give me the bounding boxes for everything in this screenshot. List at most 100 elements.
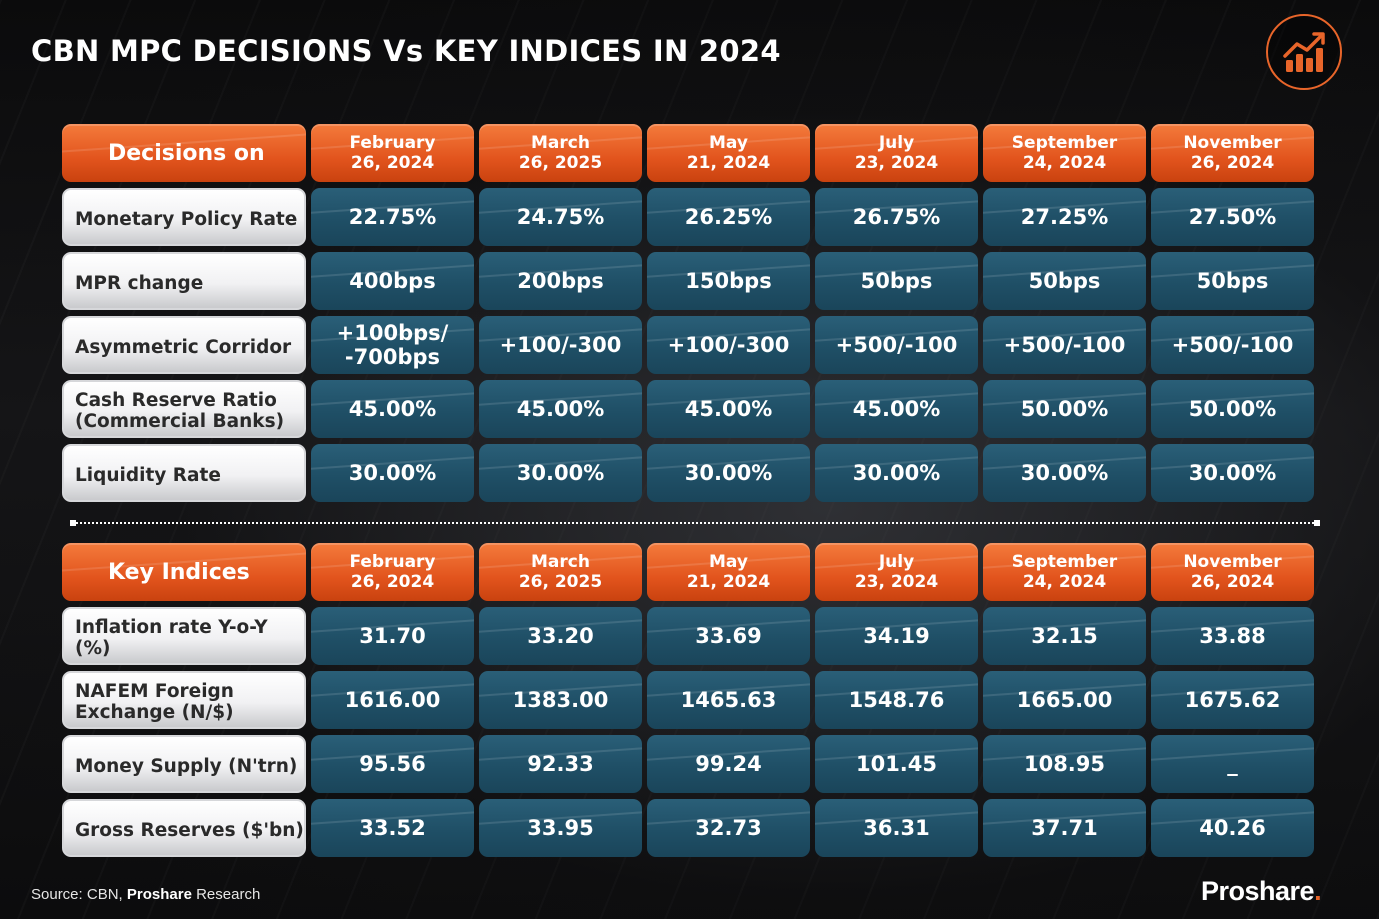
decisions-table: Decisions on February 26, 2024 March 26, 2… xyxy=(62,124,1314,508)
row-label: Monetary Policy Rate xyxy=(62,188,306,246)
value-cell: 1616.00 xyxy=(311,671,474,729)
value-cell: 400bps xyxy=(311,252,474,310)
date-header: May 21, 2024 xyxy=(647,543,810,601)
date-month: May xyxy=(709,552,748,572)
value-text: 30.00% xyxy=(684,461,773,485)
row-label: Liquidity Rate xyxy=(62,444,306,502)
source-suffix: Research xyxy=(191,886,261,903)
value-text: 50bps xyxy=(1028,269,1101,293)
value-cell: 30.00% xyxy=(983,444,1146,502)
date-header: February 26, 2024 xyxy=(311,124,474,182)
value-cell: 1675.62 xyxy=(1151,671,1314,729)
date-day-year: 21, 2024 xyxy=(686,572,771,592)
date-month: May xyxy=(709,133,748,153)
value-text: 30.00% xyxy=(516,461,605,485)
value-cell: 50bps xyxy=(1151,252,1314,310)
indices-header-label: Key Indices xyxy=(62,543,306,601)
date-header: July 23, 2024 xyxy=(815,124,978,182)
table-row: Liquidity Rate 30.00% 30.00% 30.00% 30.00% 30… xyxy=(62,444,1314,502)
value-text: 36.31 xyxy=(863,816,930,840)
value-text: 26.25% xyxy=(684,205,773,229)
value-cell: +100bps/ -700bps xyxy=(311,316,474,374)
table-row: Money Supply (N'trn) 95.56 92.33 99.24 101.4… xyxy=(62,735,1314,793)
date-day-year: 26, 2025 xyxy=(518,153,603,173)
table-row: Asymmetric Corridor +100bps/ -700bps +100/… xyxy=(62,316,1314,374)
value-text: 108.95 xyxy=(1023,752,1106,776)
date-day-year: 23, 2024 xyxy=(854,153,939,173)
value-text: 45.00% xyxy=(516,397,605,421)
value-cell: +100/-300 xyxy=(647,316,810,374)
table-row: Gross Reserves ($'bn) 33.52 33.95 32.73 36.3… xyxy=(62,799,1314,857)
row-label: Asymmetric Corridor xyxy=(62,316,306,374)
value-cell: _ xyxy=(1151,735,1314,793)
source-bold: Proshare xyxy=(126,886,192,903)
value-cell: 33.20 xyxy=(479,607,642,665)
value-text: +100/-300 xyxy=(499,333,622,357)
value-cell: 34.19 xyxy=(815,607,978,665)
value-text: 31.70 xyxy=(359,624,426,648)
value-cell: +100/-300 xyxy=(479,316,642,374)
value-text: 50.00% xyxy=(1188,397,1277,421)
date-header: May 21, 2024 xyxy=(647,124,810,182)
value-cell: 108.95 xyxy=(983,735,1146,793)
date-month: July xyxy=(878,552,915,572)
row-label: Cash Reserve Ratio (Commercial Banks) xyxy=(62,380,306,438)
date-month: September xyxy=(1011,133,1118,153)
value-text: +500/-100 xyxy=(1171,333,1294,357)
table-row: Monetary Policy Rate 22.75% 24.75% 26.25% 26… xyxy=(62,188,1314,246)
value-cell: 45.00% xyxy=(815,380,978,438)
date-month: September xyxy=(1011,552,1118,572)
date-header: March 26, 2025 xyxy=(479,124,642,182)
value-text: 30.00% xyxy=(1188,461,1277,485)
indices-header-row: Key Indices February 26, 2024 March 26, 20… xyxy=(62,543,1314,601)
date-day-year: 21, 2024 xyxy=(686,153,771,173)
value-text: 33.52 xyxy=(359,816,426,840)
date-header: February 26, 2024 xyxy=(311,543,474,601)
date-header: November 26, 2024 xyxy=(1151,543,1314,601)
value-cell: 22.75% xyxy=(311,188,474,246)
brand-logo: Proshare. xyxy=(1201,876,1322,907)
value-text: 45.00% xyxy=(852,397,941,421)
row-label: MPR change xyxy=(62,252,306,310)
value-text: 400bps xyxy=(349,269,436,293)
value-cell: 27.50% xyxy=(1151,188,1314,246)
value-text: +100/-300 xyxy=(667,333,790,357)
date-header: March 26, 2025 xyxy=(479,543,642,601)
value-text: 45.00% xyxy=(348,397,437,421)
value-cell: 50.00% xyxy=(1151,380,1314,438)
value-text: +100bps/ -700bps xyxy=(336,321,449,369)
value-text: 1383.00 xyxy=(512,688,609,712)
date-day-year: 26, 2025 xyxy=(518,572,603,592)
value-text: 26.75% xyxy=(852,205,941,229)
value-cell: 1665.00 xyxy=(983,671,1146,729)
source-note: Source: CBN, Proshare Research xyxy=(31,886,260,903)
date-month: February xyxy=(349,552,436,572)
date-month: November xyxy=(1183,133,1282,153)
chart-growth-icon xyxy=(1266,14,1342,90)
date-month: July xyxy=(878,133,915,153)
value-cell: 1383.00 xyxy=(479,671,642,729)
value-text: 150bps xyxy=(685,269,772,293)
date-header: November 26, 2024 xyxy=(1151,124,1314,182)
value-text: 32.73 xyxy=(695,816,762,840)
date-header: July 23, 2024 xyxy=(815,543,978,601)
value-text: 33.95 xyxy=(527,816,594,840)
date-day-year: 26, 2024 xyxy=(350,572,435,592)
value-text: 27.25% xyxy=(1020,205,1109,229)
value-text: _ xyxy=(1227,752,1238,776)
value-text: 1465.63 xyxy=(680,688,777,712)
brand-name: Proshare xyxy=(1201,876,1315,906)
value-cell: 30.00% xyxy=(479,444,642,502)
date-day-year: 26, 2024 xyxy=(350,153,435,173)
value-cell: 33.88 xyxy=(1151,607,1314,665)
indices-table: Key Indices February 26, 2024 March 26, 20… xyxy=(62,543,1314,863)
value-cell: 101.45 xyxy=(815,735,978,793)
value-text: 50bps xyxy=(1196,269,1269,293)
value-cell: 99.24 xyxy=(647,735,810,793)
value-text: 30.00% xyxy=(1020,461,1109,485)
value-cell: 31.70 xyxy=(311,607,474,665)
value-cell: 30.00% xyxy=(1151,444,1314,502)
date-month: March xyxy=(531,552,590,572)
value-text: +500/-100 xyxy=(1003,333,1126,357)
value-cell: +500/-100 xyxy=(815,316,978,374)
